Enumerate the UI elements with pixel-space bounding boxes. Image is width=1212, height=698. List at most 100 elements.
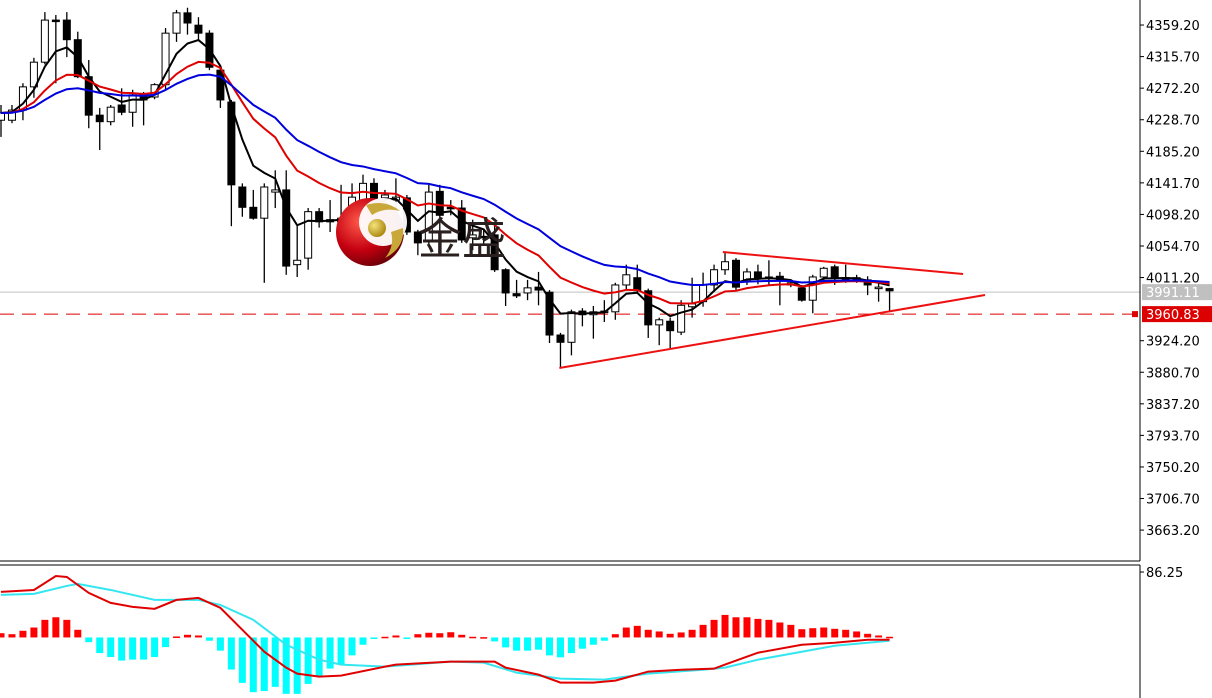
candle-body [194, 24, 203, 34]
macd-histogram-bar [633, 625, 641, 638]
macd-histogram-bar [765, 619, 773, 638]
logo-watermark: 金盛 [336, 198, 506, 266]
price-panel[interactable] [0, 7, 1140, 369]
macd-histogram-bar [205, 637, 213, 641]
price-tick-label: 4054.70 [1146, 240, 1200, 255]
macd-histogram-bar [535, 637, 543, 650]
macd-histogram-bar [403, 637, 411, 639]
macd-histogram-bar [809, 628, 817, 638]
candle-body [501, 269, 510, 294]
candle [874, 282, 883, 302]
macd-histogram-bar [370, 637, 378, 639]
candle-body [172, 12, 181, 34]
macd-histogram-bar [447, 632, 455, 638]
candle [808, 274, 817, 314]
candle-body [62, 19, 71, 41]
candle [435, 184, 444, 235]
macd-histogram-bar [886, 636, 894, 639]
candle-body [7, 109, 16, 121]
macd-histogram-bar [260, 637, 268, 692]
candle [40, 12, 49, 65]
candle-body [260, 186, 269, 219]
candle [666, 317, 675, 349]
candle-body [534, 286, 543, 291]
candle-body [29, 61, 38, 88]
macd-histogram-bar [85, 637, 93, 643]
macd-histogram-bar [129, 637, 137, 660]
price-tick-label: 3880.70 [1146, 366, 1200, 381]
candle [885, 287, 894, 312]
macd-histogram-bar [118, 637, 126, 661]
candle [578, 308, 587, 327]
macd-histogram-bar [732, 617, 740, 638]
candle-body [874, 286, 883, 290]
macd-axis: 86.25 [0, 564, 1183, 698]
alert-marker-icon [1132, 311, 1138, 318]
candle-body [271, 189, 280, 193]
candle-body [677, 304, 686, 333]
macd-histogram-bar [74, 629, 82, 638]
candle-body [753, 271, 762, 279]
macd-histogram-bar [304, 637, 312, 684]
macd-panel[interactable] [0, 574, 894, 694]
candle [479, 229, 488, 246]
candle-body [633, 277, 642, 292]
macd-histogram-bar [754, 618, 762, 638]
macd-histogram-bar [677, 632, 685, 638]
candle [183, 7, 192, 35]
macd-tick-label: 86.25 [1146, 566, 1183, 581]
candle-body [117, 104, 126, 113]
price-tick-label: 4272.20 [1146, 82, 1200, 97]
macd-histogram-bar [721, 614, 729, 638]
candle [95, 107, 104, 150]
candle-body [523, 287, 532, 294]
macd-histogram-bar [831, 628, 839, 638]
candle [315, 208, 324, 228]
candle [589, 306, 598, 339]
macd-histogram-bar [842, 629, 850, 638]
macd-histogram-bar [710, 619, 718, 638]
price-tick-label: 3793.70 [1146, 429, 1200, 444]
macd-histogram-bar [359, 637, 367, 645]
candle [622, 264, 631, 291]
candle [304, 208, 313, 270]
macd-histogram-bar [436, 633, 444, 638]
candle-body [885, 288, 894, 292]
candle-body [95, 114, 104, 123]
candle [216, 67, 225, 108]
candle-body [830, 266, 839, 279]
price-tick-label: 3706.70 [1146, 493, 1200, 508]
macd-histogram-bar [392, 635, 400, 638]
macd-histogram-bar [491, 637, 499, 642]
candle [710, 264, 719, 291]
candle [51, 15, 60, 84]
macd-histogram-bar [556, 637, 564, 658]
candle [775, 271, 784, 306]
price-tick-label: 3924.20 [1146, 335, 1200, 350]
macd-histogram-bar [238, 637, 246, 683]
macd-histogram-bar [41, 619, 49, 638]
macd-histogram-bar [666, 633, 674, 638]
macd-histogram-bar [787, 624, 795, 638]
macd-histogram-bar [875, 635, 883, 638]
macd-histogram-bar [293, 637, 301, 694]
macd-histogram-bar [458, 634, 466, 638]
macd-histogram-bar [611, 634, 619, 638]
macd-histogram-bar [271, 637, 279, 687]
logo-text: 金盛 [418, 214, 506, 265]
candle [501, 268, 510, 307]
price-tick-label: 3837.20 [1146, 398, 1200, 413]
candle-body [611, 284, 620, 313]
price-tick-label: 3750.20 [1146, 461, 1200, 476]
candle-body [721, 261, 730, 271]
macd-histogram-bar [688, 629, 696, 638]
candle [677, 300, 686, 336]
macd-histogram-bar [567, 637, 575, 654]
candle [326, 200, 335, 232]
candle-body [490, 234, 499, 271]
candle-body [797, 287, 806, 301]
macd-histogram-bar [216, 637, 224, 651]
macd-histogram-bar [162, 637, 170, 648]
macd-histogram-bar [194, 635, 202, 638]
